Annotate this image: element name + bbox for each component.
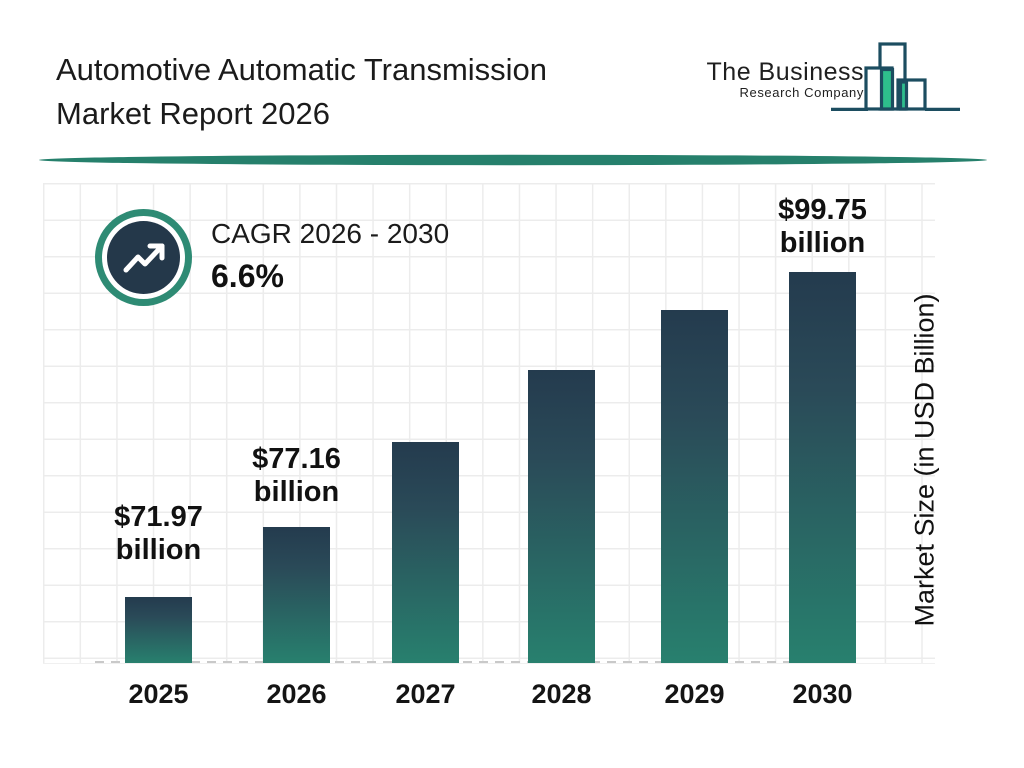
page-title: Automotive Automatic Transmission Market… xyxy=(56,48,547,136)
bar-2029 xyxy=(661,310,728,663)
cagr-badge xyxy=(95,209,192,306)
bar-2030 xyxy=(789,272,856,663)
value-label-2030: $99.75 billion xyxy=(778,194,867,259)
bar-2028 xyxy=(528,370,595,663)
x-tick-2027: 2027 xyxy=(395,679,456,709)
page-title-line2: Market Report 2026 xyxy=(56,96,330,131)
x-tick-2026: 2026 xyxy=(266,679,327,709)
page-title-line1: Automotive Automatic Transmission xyxy=(56,52,548,87)
bar-2027 xyxy=(392,442,459,663)
bar-2025 xyxy=(125,597,192,663)
bar-chart-logo-icon xyxy=(831,42,960,112)
x-tick-2030: 2030 xyxy=(792,679,853,709)
x-tick-2028: 2028 xyxy=(531,679,592,709)
x-tick-2025: 2025 xyxy=(128,679,189,709)
x-tick-2029: 2029 xyxy=(664,679,725,709)
company-logo: The Business Research Company xyxy=(700,33,990,125)
trend-up-arrow-icon xyxy=(123,243,164,272)
divider-lens xyxy=(39,154,987,166)
company-logo-text: The Business Research Company xyxy=(700,59,864,100)
cagr-value: 6.6% xyxy=(211,258,284,294)
bar-2026 xyxy=(263,527,330,663)
cagr-period-label: CAGR 2026 - 2030 xyxy=(211,218,450,249)
y-axis-label: Market Size (in USD Billion) xyxy=(909,293,940,627)
company-subname: Research Company xyxy=(739,85,864,100)
value-label-2025: $71.97 billion xyxy=(114,501,203,566)
company-name: The Business xyxy=(706,58,864,86)
value-label-2026: $77.16 billion xyxy=(252,443,341,508)
